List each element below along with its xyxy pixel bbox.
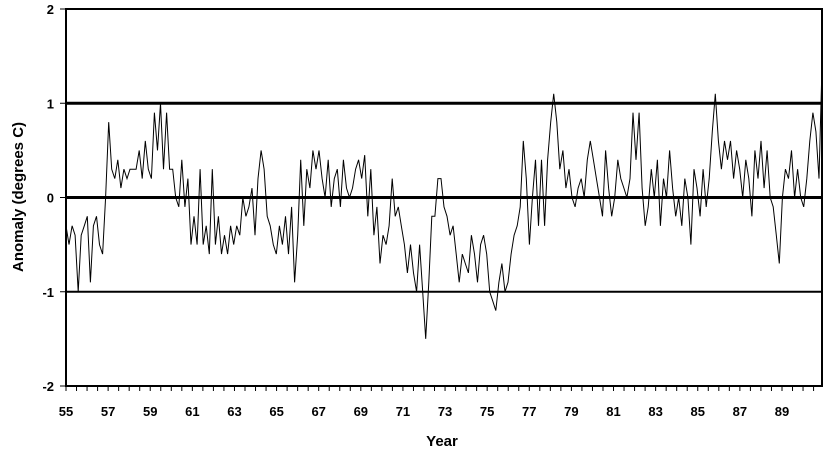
reference-lines: [66, 101, 822, 293]
x-tick-label: 61: [185, 404, 199, 419]
x-tick-label: 87: [733, 404, 747, 419]
x-tick-label: 81: [606, 404, 620, 419]
x-axis-label: Year: [426, 433, 458, 450]
x-tick-label: 57: [101, 404, 115, 419]
y-axis-ticks: 2 1 0 -1 -2: [42, 2, 66, 394]
x-tick-label: 79: [564, 404, 578, 419]
x-tick-label: 75: [480, 404, 494, 419]
plot-frame: [65, 8, 823, 387]
x-axis-ticks: 55 57 59 61 63 65 67 69 71 73 75 77 79 81 83 85 87 89: [59, 386, 815, 419]
y-tick-label: 0: [47, 191, 54, 206]
x-tick-label: 89: [775, 404, 789, 419]
y-tick-label: -1: [42, 285, 54, 300]
y-tick-label: 1: [47, 96, 54, 111]
x-tick-label: 67: [311, 404, 325, 419]
y-axis-label: Anomaly (degrees C): [10, 122, 27, 272]
x-tick-label: 59: [143, 404, 157, 419]
x-tick-label: 83: [648, 404, 662, 419]
x-tick-label: 73: [438, 404, 452, 419]
series-line-anomaly: [65, 65, 823, 339]
y-tick-label: 2: [47, 2, 54, 17]
x-tick-label: 69: [354, 404, 368, 419]
x-tick-label: 63: [227, 404, 241, 419]
x-tick-label: 85: [691, 404, 705, 419]
x-tick-label: 71: [396, 404, 410, 419]
x-tick-label: 77: [522, 404, 536, 419]
y-tick-label: -2: [42, 379, 54, 394]
x-tick-label: 55: [59, 404, 73, 419]
x-tick-label: 65: [269, 404, 283, 419]
